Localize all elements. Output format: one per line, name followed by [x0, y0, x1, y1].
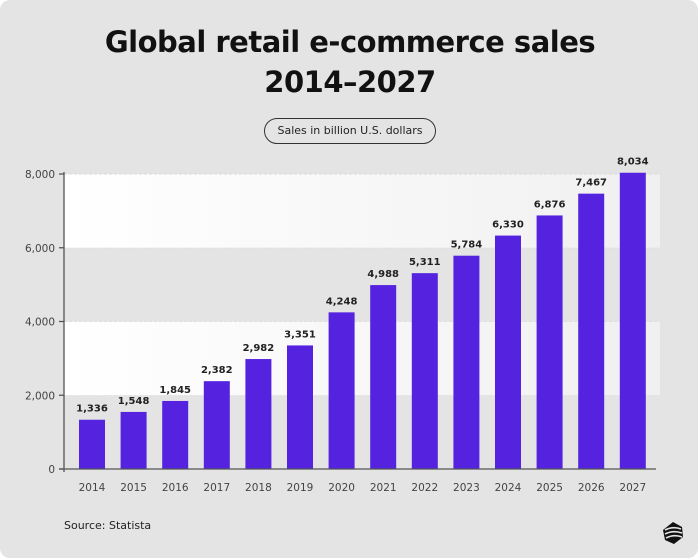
- x-tick-label: 2023: [453, 482, 480, 494]
- x-tick-label: 2027: [619, 482, 646, 494]
- data-label: 5,311: [409, 257, 441, 268]
- bar-2017: [203, 381, 230, 469]
- grid-band: [64, 321, 660, 396]
- grid-band: [64, 174, 660, 248]
- bar-2019: [287, 345, 313, 469]
- legend-pill: Sales in billion U.S. dollars: [264, 118, 436, 144]
- brand-logo-icon: [663, 522, 683, 544]
- x-tick-label: 2018: [245, 482, 272, 494]
- title-line-2: 2014–2027: [264, 65, 436, 99]
- bar-2025: [536, 215, 563, 469]
- title-line-1: Global retail e-commerce sales: [104, 25, 596, 59]
- x-tick-label: 2021: [370, 482, 397, 494]
- bar-2021: [370, 285, 397, 469]
- bar-2022: [411, 273, 438, 469]
- data-label: 5,784: [451, 240, 483, 251]
- data-label: 4,248: [326, 296, 358, 307]
- bar-2026: [578, 193, 605, 470]
- data-label: 4,988: [367, 269, 399, 280]
- y-tick-label: 4,000: [25, 317, 55, 329]
- y-tick-label: 2,000: [25, 390, 55, 402]
- data-label: 3,351: [284, 329, 316, 340]
- bar-2018: [245, 359, 272, 469]
- grid-band: [64, 395, 660, 469]
- data-label: 1,845: [159, 385, 191, 396]
- data-label: 1,336: [76, 404, 108, 415]
- bar-2015: [120, 411, 147, 469]
- x-tick-label: 2026: [578, 482, 605, 494]
- y-tick-label: 8,000: [25, 169, 55, 181]
- x-tick-label: 2015: [120, 482, 147, 494]
- data-label: 6,330: [492, 220, 524, 231]
- data-label: 6,876: [534, 199, 566, 210]
- x-tick-label: 2014: [79, 482, 106, 494]
- x-tick-label: 2020: [328, 482, 355, 494]
- x-tick-label: 2022: [411, 482, 438, 494]
- data-label: 1,548: [118, 396, 150, 407]
- source-note: Source: Statista: [64, 519, 152, 532]
- x-tick-label: 2024: [495, 482, 522, 494]
- data-label: 7,467: [575, 178, 607, 189]
- x-tick-label: 2016: [162, 482, 189, 494]
- y-tick-label: 0: [48, 464, 55, 476]
- bar-2023: [453, 255, 480, 469]
- chart-title: Global retail e-commerce sales 2014–2027: [0, 22, 700, 102]
- bar-2024: [495, 235, 521, 469]
- grid-band: [64, 247, 660, 322]
- bar-2027: [619, 172, 646, 469]
- data-label: 8,034: [617, 157, 649, 168]
- x-tick-label: 2019: [287, 482, 314, 494]
- x-tick-label: 2025: [536, 482, 563, 494]
- bar-2016: [162, 400, 189, 469]
- bar-2020: [328, 312, 355, 469]
- data-label: 2,982: [243, 343, 275, 354]
- y-tick-label: 6,000: [25, 243, 55, 255]
- x-tick-label: 2017: [203, 482, 230, 494]
- data-label: 2,382: [201, 365, 233, 376]
- bar-2014: [79, 419, 105, 469]
